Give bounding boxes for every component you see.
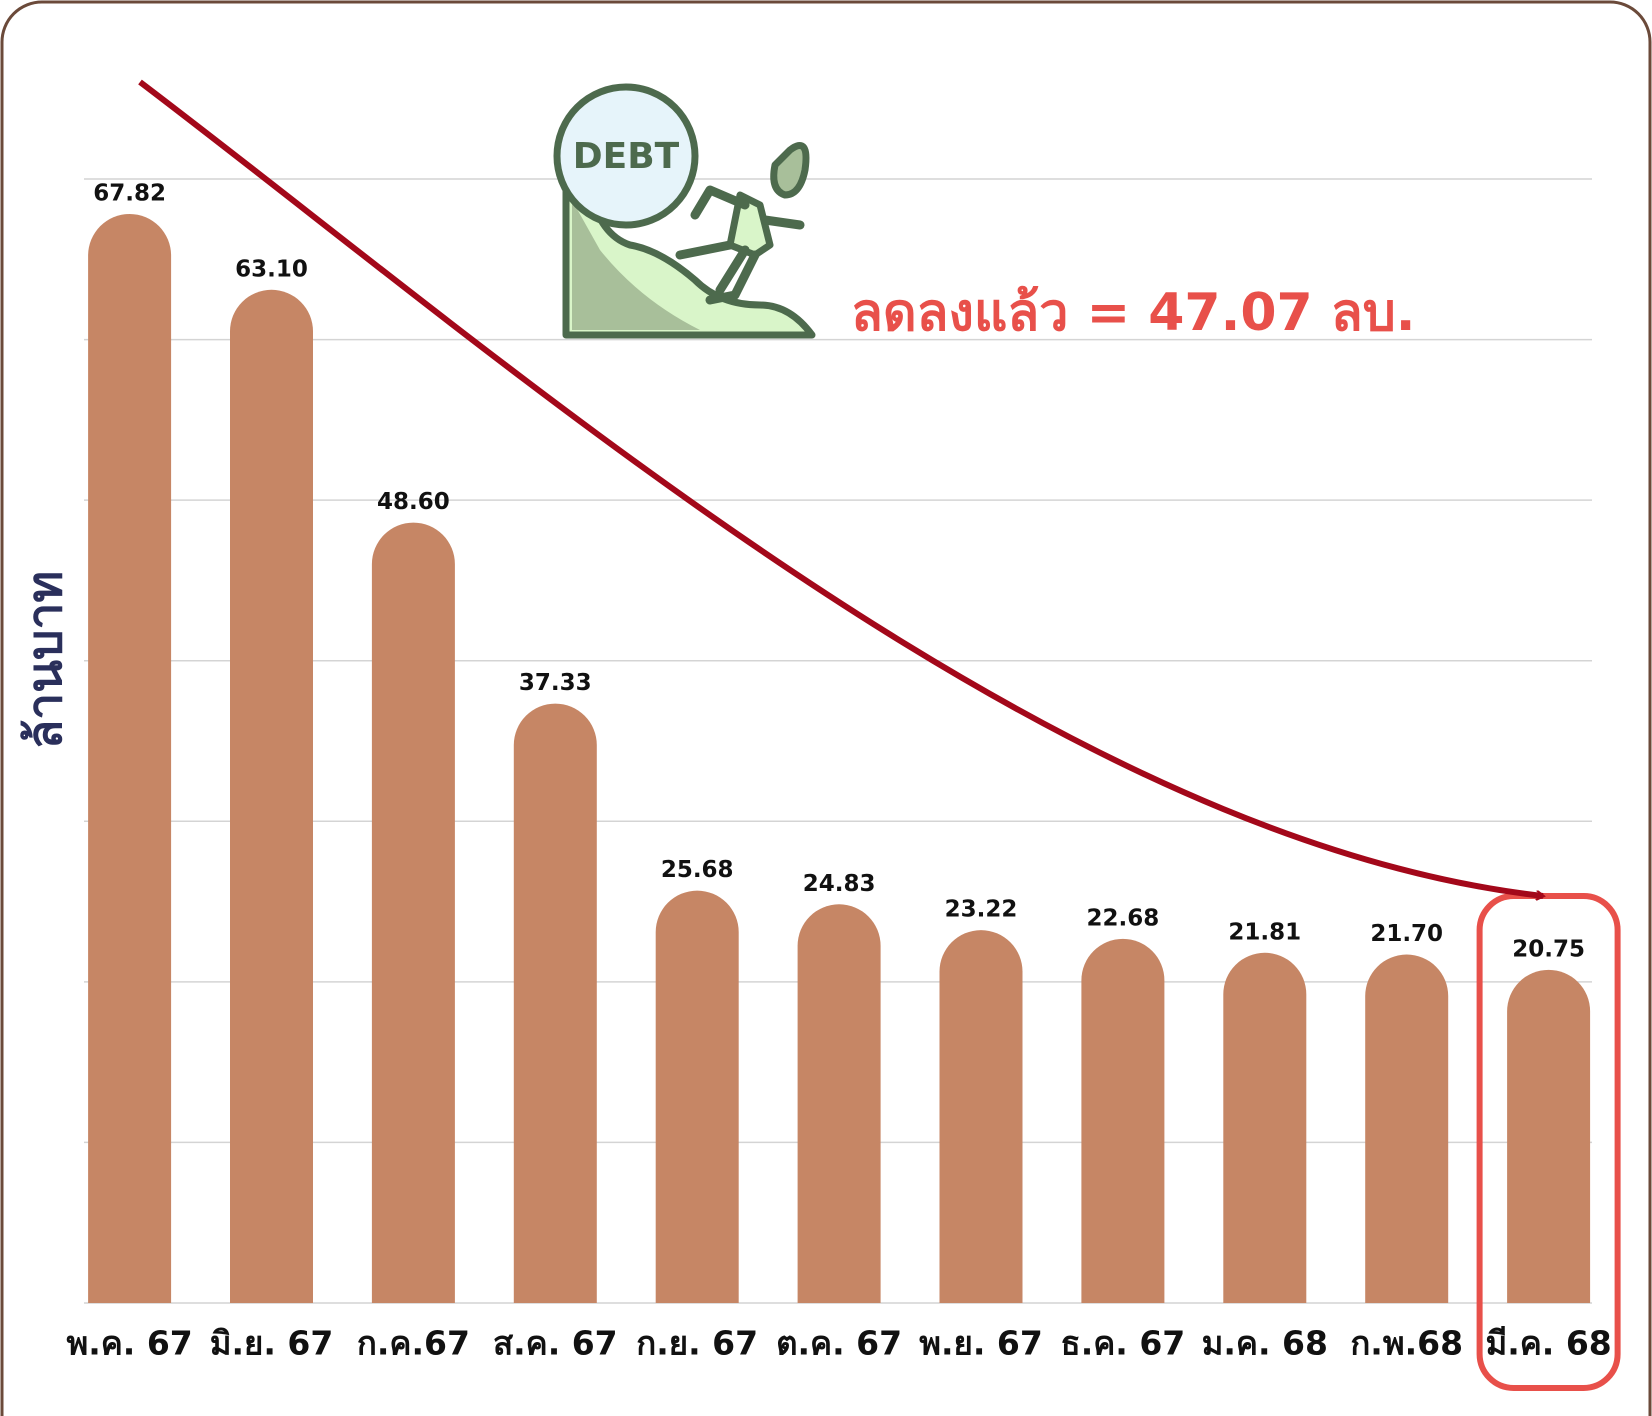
- trend-arrow: [138, 79, 1543, 896]
- value-label: 21.81: [1228, 919, 1301, 945]
- bar: [1081, 938, 1165, 1303]
- bar: [1365, 954, 1449, 1303]
- debt-icon: DEBT: [553, 83, 816, 339]
- value-label: 23.22: [945, 897, 1018, 923]
- value-label: 20.75: [1512, 936, 1585, 962]
- value-label: 24.83: [803, 871, 876, 897]
- value-label: 21.70: [1370, 921, 1443, 947]
- x-tick-label: มี.ค. 68: [1485, 1324, 1611, 1363]
- x-tick-label: ก.ค.67: [357, 1324, 470, 1363]
- value-label: 63.10: [235, 256, 308, 282]
- bar: [939, 930, 1023, 1303]
- highlight-box: [1476, 893, 1621, 1391]
- x-tick-label: ต.ค. 67: [776, 1324, 902, 1363]
- value-label: 25.68: [661, 857, 734, 883]
- x-tick-label: ธ.ค. 67: [1061, 1324, 1186, 1363]
- bar: [371, 522, 455, 1303]
- bar: [655, 890, 739, 1303]
- x-tick-label: ก.พ.68: [1350, 1324, 1463, 1363]
- value-label: 37.33: [519, 670, 592, 696]
- icon-text: DEBT: [573, 136, 680, 177]
- annotation: ลดลงแล้ว = 47.07 ลบ.: [851, 283, 1415, 343]
- bar: [88, 214, 172, 1304]
- x-tick-label: ม.ค. 68: [1202, 1324, 1328, 1363]
- x-tick-label: พ.ย. 67: [919, 1324, 1043, 1363]
- value-label: 22.68: [1087, 905, 1160, 931]
- y-axis-label: ล้านบาท: [17, 571, 73, 749]
- value-label: 67.82: [93, 181, 166, 207]
- bar: [1223, 952, 1307, 1303]
- bar: [1507, 969, 1591, 1303]
- bar: [230, 289, 313, 1303]
- x-tick-label: ก.ย. 67: [636, 1324, 758, 1363]
- bar: [513, 703, 597, 1303]
- value-label: 48.60: [377, 489, 450, 515]
- bar: [797, 904, 881, 1303]
- x-tick-label: ส.ค. 67: [493, 1324, 618, 1363]
- x-tick-label: พ.ค. 67: [66, 1324, 192, 1363]
- x-tick-label: มิ.ย. 67: [210, 1324, 334, 1363]
